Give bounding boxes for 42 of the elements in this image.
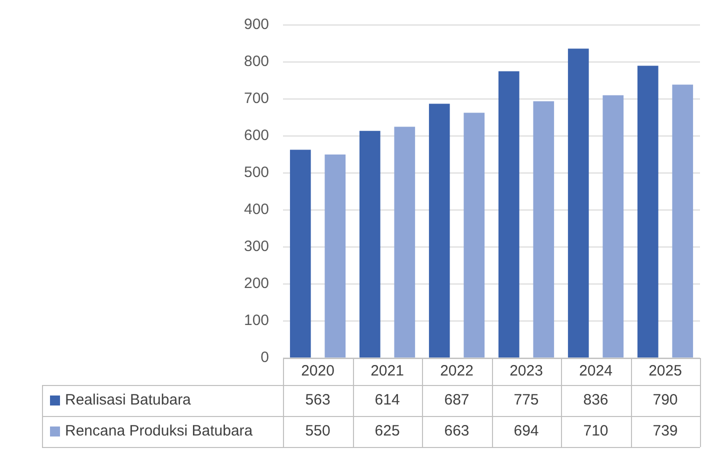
data-label: 663 [444,422,470,440]
legend-label: Rencana Produksi Batubara [65,422,254,440]
y-tick-label: 800 [244,53,270,70]
data-label: 687 [444,392,470,409]
bar [602,95,624,358]
data-label: 775 [514,392,539,409]
data-label: 836 [583,392,608,409]
x-tick-label: 2023 [510,362,543,380]
bar [324,154,346,358]
y-tick-label: 300 [244,238,270,256]
bar [428,104,450,358]
data-label: 790 [652,392,678,409]
bar [290,150,311,358]
y-tick-label: 100 [244,312,270,330]
data-label: 625 [374,422,400,440]
y-tick-label: 900 [244,16,270,34]
y-tick-label: 600 [244,127,270,144]
data-label: 563 [305,392,330,409]
y-tick-label: 200 [244,275,270,292]
y-tick-label: 700 [244,90,270,108]
data-label: 739 [652,422,678,440]
x-tick-label: 2024 [579,362,612,380]
bar [637,66,658,358]
y-tick-label: 0 [260,349,270,366]
x-tick-label: 2020 [301,362,334,380]
x-tick-label: 2025 [648,362,682,380]
bar [672,84,694,358]
bar [568,48,589,358]
data-label: 694 [514,422,539,440]
bar [464,112,485,358]
x-tick-label: 2021 [370,362,404,380]
y-tick-label: 400 [244,201,270,218]
data-label: 550 [305,422,330,440]
legend-label: Realisasi Batubara [65,392,192,409]
x-tick-label: 2022 [440,362,474,380]
bar [394,126,416,358]
bar [498,71,520,358]
bar [359,130,380,358]
y-tick-label: 500 [244,164,270,182]
data-label: 710 [583,422,608,440]
bar [533,101,554,358]
data-label: 614 [374,392,400,409]
